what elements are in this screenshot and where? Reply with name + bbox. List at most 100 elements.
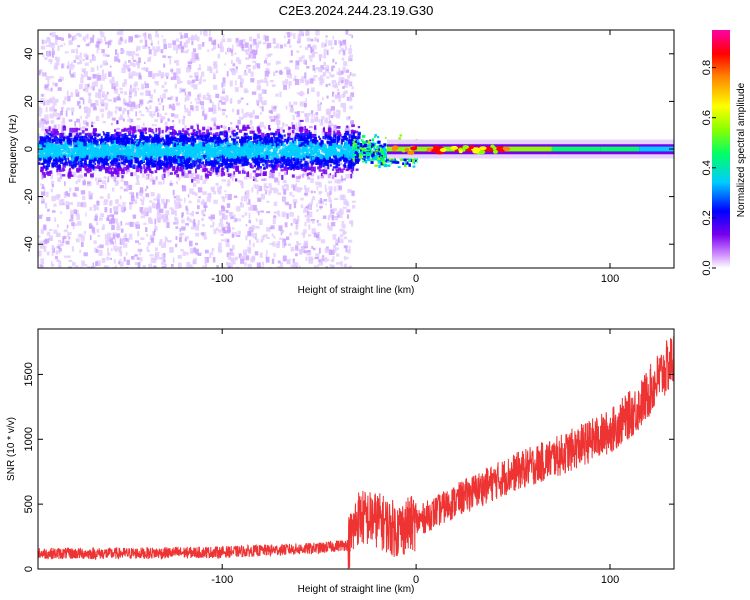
spectrogram-noise-cell — [266, 186, 268, 189]
spectrogram-band-cell — [140, 131, 145, 137]
spectrogram-noise-cell — [47, 79, 50, 86]
spectrogram-noise-cell — [255, 225, 260, 229]
spectrogram-band-cell — [39, 140, 42, 145]
spectrogram-band-cell — [66, 137, 70, 142]
spectrogram-noise-cell — [110, 218, 114, 223]
spectrogram-band-cell — [79, 137, 82, 141]
spectrogram-band-cell — [236, 143, 240, 146]
spectrogram-noise-cell — [98, 180, 102, 183]
spectrogram-noise-cell — [153, 111, 156, 116]
spectrogram-noise-cell — [290, 107, 294, 113]
spectrogram-noise-cell — [61, 108, 64, 113]
spectrogram-noise-cell — [161, 244, 163, 248]
spectrogram-noise-cell — [306, 250, 311, 256]
spectrogram-noise-cell — [162, 242, 166, 248]
spectrogram-band-cell — [134, 135, 136, 141]
spectrogram-noise-cell — [339, 70, 343, 75]
spectrogram-noise-cell — [146, 67, 149, 72]
spectrogram-noise-cell — [85, 35, 88, 38]
spectrogram-noise-cell — [291, 122, 294, 125]
spectrogram-band-cell — [38, 144, 41, 148]
spectrogram-band-cell — [56, 117, 61, 120]
spectrogram-band-cell — [313, 136, 316, 142]
spectrogram-noise-cell — [221, 108, 226, 112]
spectrogram-noise-cell — [79, 122, 81, 129]
spectrogram-band-cell — [265, 152, 268, 156]
spectrogram-noise-cell — [331, 65, 335, 68]
spectrogram-noise-cell — [150, 43, 153, 46]
spectrogram-band-cell — [62, 163, 66, 168]
spectrogram-noise-cell — [206, 196, 211, 203]
spectrogram-noise-cell — [116, 234, 119, 239]
spectrogram-noise-cell — [120, 90, 124, 94]
spectrogram-band-cell — [322, 163, 325, 168]
spectrogram-noise-cell — [56, 171, 62, 176]
spectrogram-noise-cell — [195, 75, 199, 81]
spectrogram-band-cell — [222, 172, 226, 176]
spectrogram-noise-cell — [258, 98, 262, 103]
spectrogram-noise-cell — [53, 203, 57, 207]
spectrogram-noise-cell — [207, 95, 210, 100]
spectrogram-noise-cell — [173, 124, 175, 128]
spectrogram-noise-cell — [43, 40, 48, 44]
spectrogram-noise-cell — [129, 88, 134, 93]
spectrogram-noise-cell — [68, 259, 72, 262]
spectrogram-noise-cell — [51, 96, 55, 101]
spectrogram-noise-cell — [110, 200, 113, 204]
spectrogram-noise-cell — [314, 257, 319, 260]
spectrogram-noise-cell — [147, 46, 151, 49]
spectrogram-noise-cell — [87, 181, 91, 185]
spectrogram-noise-cell — [345, 174, 350, 179]
spectrogram-band-cell — [148, 166, 151, 171]
spectrogram-noise-cell — [81, 68, 86, 72]
spectrogram-band-cell — [75, 162, 79, 165]
spectrogram-noise-cell — [52, 48, 55, 51]
spectrogram-band-cell — [246, 141, 249, 144]
spectrogram-noise-cell — [44, 84, 49, 88]
spectrogram-noise-cell — [232, 63, 236, 67]
spectrogram-noise-cell — [253, 177, 257, 182]
spectrogram-noise-cell — [255, 184, 260, 190]
spectrogram-noise-cell — [202, 42, 205, 47]
spectrogram-noise-cell — [226, 252, 229, 258]
spectrogram-noise-cell — [231, 260, 236, 265]
spectrogram-noise-cell — [340, 80, 344, 83]
spectrogram-band-cell — [76, 156, 80, 160]
spectrogram-noise-cell — [107, 99, 113, 102]
spectrogram-band-cell — [98, 150, 100, 156]
spectrogram-band-cell — [123, 147, 127, 152]
spectrogram-noise-cell — [107, 176, 110, 182]
spectrogram-noise-cell — [230, 257, 235, 262]
spectrogram-noise-cell — [340, 175, 343, 181]
spectrogram-band-cell — [176, 133, 180, 136]
spectrogram-noise-cell — [176, 73, 178, 78]
spectrogram-band-cell — [110, 138, 115, 144]
spectrogram-band-cell — [217, 156, 221, 160]
spectrogram-noise-cell — [241, 182, 244, 189]
spectrogram-noise-cell — [73, 35, 77, 40]
spectrogram-noise-cell — [193, 247, 197, 253]
spectrogram-band-cell — [318, 142, 323, 148]
spectrogram-noise-cell — [161, 261, 164, 265]
spectrogram-noise-cell — [173, 60, 177, 63]
spectrogram-noise-cell — [167, 129, 170, 136]
spectrogram-noise-cell — [147, 242, 150, 247]
spectrogram-noise-cell — [341, 221, 345, 224]
spectrogram-noise-cell — [198, 98, 202, 104]
spectrogram-band-cell — [193, 137, 197, 140]
spectrogram-noise-cell — [79, 52, 82, 58]
spectrogram-noise-cell — [113, 259, 116, 264]
spectrogram-band-cell — [334, 157, 338, 162]
spectrogram-band-cell — [103, 147, 107, 151]
spectrogram-noise-cell — [219, 211, 223, 215]
spectrogram-noise-cell — [243, 113, 248, 118]
spectrogram-band-cell — [340, 141, 343, 145]
spectrogram-band-cell — [74, 161, 77, 164]
spectrogram-noise-cell — [41, 126, 44, 131]
spectrogram-noise-cell — [307, 250, 311, 253]
spectrogram-noise-cell — [266, 200, 270, 203]
spectrogram-noise-cell — [46, 44, 50, 47]
spectrogram-noise-cell — [320, 239, 326, 244]
spectrogram-noise-cell — [161, 85, 165, 89]
spectrogram-noise-cell — [123, 238, 128, 241]
